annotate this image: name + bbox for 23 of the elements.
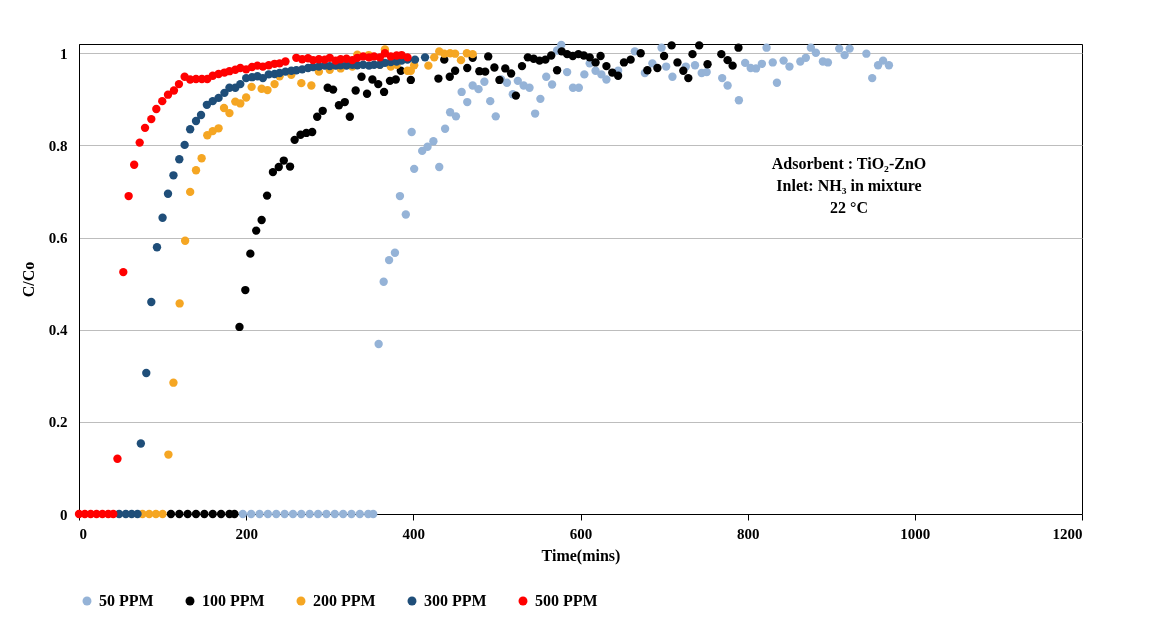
annotation: 22 °C	[830, 199, 868, 216]
annotation: Adsorbent : TiO₂-ZnO	[771, 155, 927, 172]
x-axis-title: Time(mins)	[541, 546, 621, 565]
legend-label: 500 PPM	[535, 592, 598, 609]
y-tick-label: 1	[60, 45, 68, 62]
y-axis-title: C/Co	[19, 261, 37, 298]
x-tick-label: 600	[569, 525, 593, 542]
legend-label: 300 PPM	[424, 592, 487, 609]
x-tick-label: 1000	[900, 525, 931, 542]
x-tick-label: 200	[235, 525, 258, 542]
x-tick-label: 800	[736, 525, 760, 542]
y-tick-label: 0.4	[48, 322, 68, 339]
y-tick-label: 0.2	[48, 414, 68, 431]
x-tick-label: 400	[402, 525, 426, 542]
y-tick-label: 0.8	[48, 137, 68, 154]
x-tick-label: 1200	[1052, 525, 1083, 542]
legend-label: 200 PPM	[313, 592, 376, 609]
legend-label: 100 PPM	[202, 592, 265, 609]
y-tick-label: 0	[60, 506, 68, 523]
y-tick-label: 0.6	[48, 230, 68, 247]
legend-label: 50 PPM	[99, 592, 154, 609]
annotation: Inlet: NH₃ in mixture	[776, 177, 922, 194]
x-tick-label: 0	[79, 525, 87, 542]
